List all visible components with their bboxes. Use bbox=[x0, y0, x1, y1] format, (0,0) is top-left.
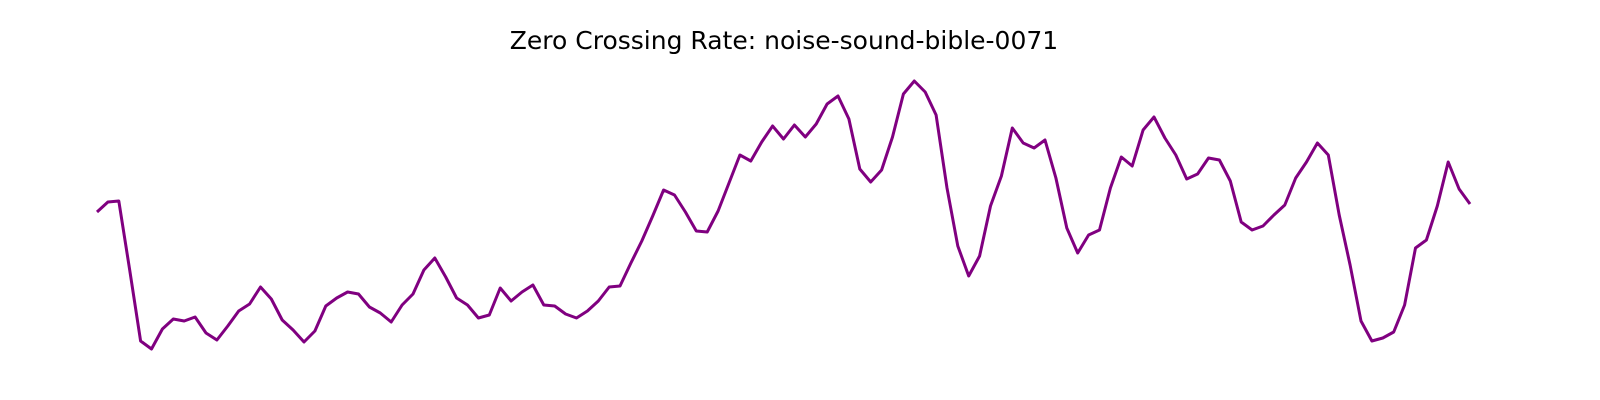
data-line bbox=[95, 79, 1472, 351]
chart-title: Zero Crossing Rate: noise-sound-bible-00… bbox=[510, 26, 1058, 55]
